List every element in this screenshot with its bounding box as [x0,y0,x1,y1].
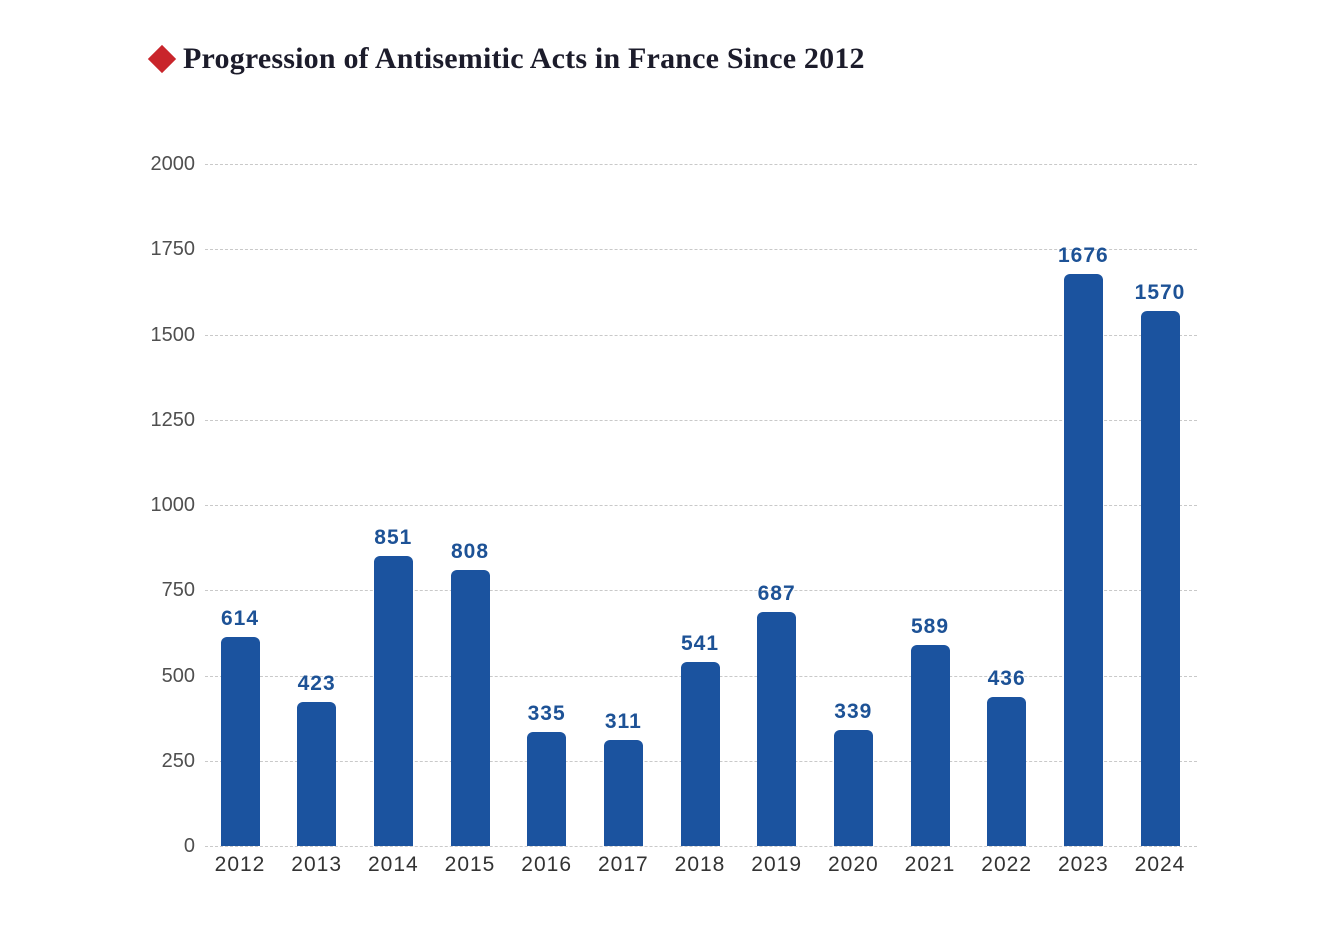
gridline [205,590,1197,592]
x-tick-label: 2012 [214,853,266,876]
y-tick-label: 750 [161,579,195,602]
x-tick-label: 2019 [751,853,803,876]
bar-value-label: 1676 [1057,244,1109,268]
gridline [205,334,1197,336]
x-tick-label: 2018 [674,853,726,876]
bar-value-label: 541 [680,631,720,655]
bar-2012 [220,636,260,846]
bar-2022 [987,697,1027,846]
x-tick-label: 2023 [1057,853,1109,876]
bar-2023 [1063,274,1103,846]
bar-value-label: 436 [987,667,1026,691]
bar-value-label: 808 [450,540,490,564]
y-tick-label: 1000 [150,494,196,516]
gridline [205,419,1197,421]
bar-value-label: 311 [604,709,642,733]
gridline [205,249,1197,251]
chart-header: Progression of Antisemitic Acts in Franc… [147,42,865,76]
y-tick-label: 500 [161,664,195,687]
y-tick-label: 250 [161,749,195,772]
bar-value-label: 423 [297,671,336,695]
bar-2016 [527,731,567,846]
bar-2013 [297,701,337,846]
bar-2018 [680,661,720,846]
gridline [205,846,1197,847]
x-tick-label: 2013 [291,853,343,876]
bar-2024 [1140,310,1180,846]
bar-2015 [450,570,490,846]
bar-value-label: 614 [220,606,260,630]
bar-2020 [833,730,873,846]
bar-value-label: 1570 [1134,280,1186,304]
y-tick-label: 1250 [150,408,196,431]
x-tick-label: 2021 [904,853,956,876]
bar-2021 [910,645,950,846]
bar-value-label: 851 [374,525,413,549]
x-tick-label: 2022 [981,853,1033,876]
bar-value-label: 687 [757,581,796,605]
gridline [205,505,1197,506]
bar-value-label: 589 [910,615,950,639]
diamond-icon [147,44,177,74]
bar-2017 [603,739,643,846]
x-tick-label: 2015 [444,853,496,876]
y-tick-label: 2000 [150,153,196,175]
y-tick-label: 0 [183,835,195,857]
bar-chart: 0 250 500 750 1000 1250 1500 1750 2000 614 2012 423… [151,154,1197,876]
y-tick-label: 1500 [150,323,196,346]
bar-2014 [373,555,413,846]
x-tick-label: 2017 [597,853,649,876]
x-tick-label: 2016 [521,853,573,876]
bar-2019 [757,611,797,846]
gridline [205,164,1197,165]
x-tick-label: 2024 [1134,853,1186,876]
bar-value-label: 339 [834,700,873,724]
bar-value-label: 335 [527,701,566,725]
x-tick-label: 2014 [367,853,419,876]
x-tick-label: 2020 [827,853,879,876]
chart-title: Progression of Antisemitic Acts in Franc… [183,42,865,75]
y-tick-label: 1750 [150,238,196,261]
